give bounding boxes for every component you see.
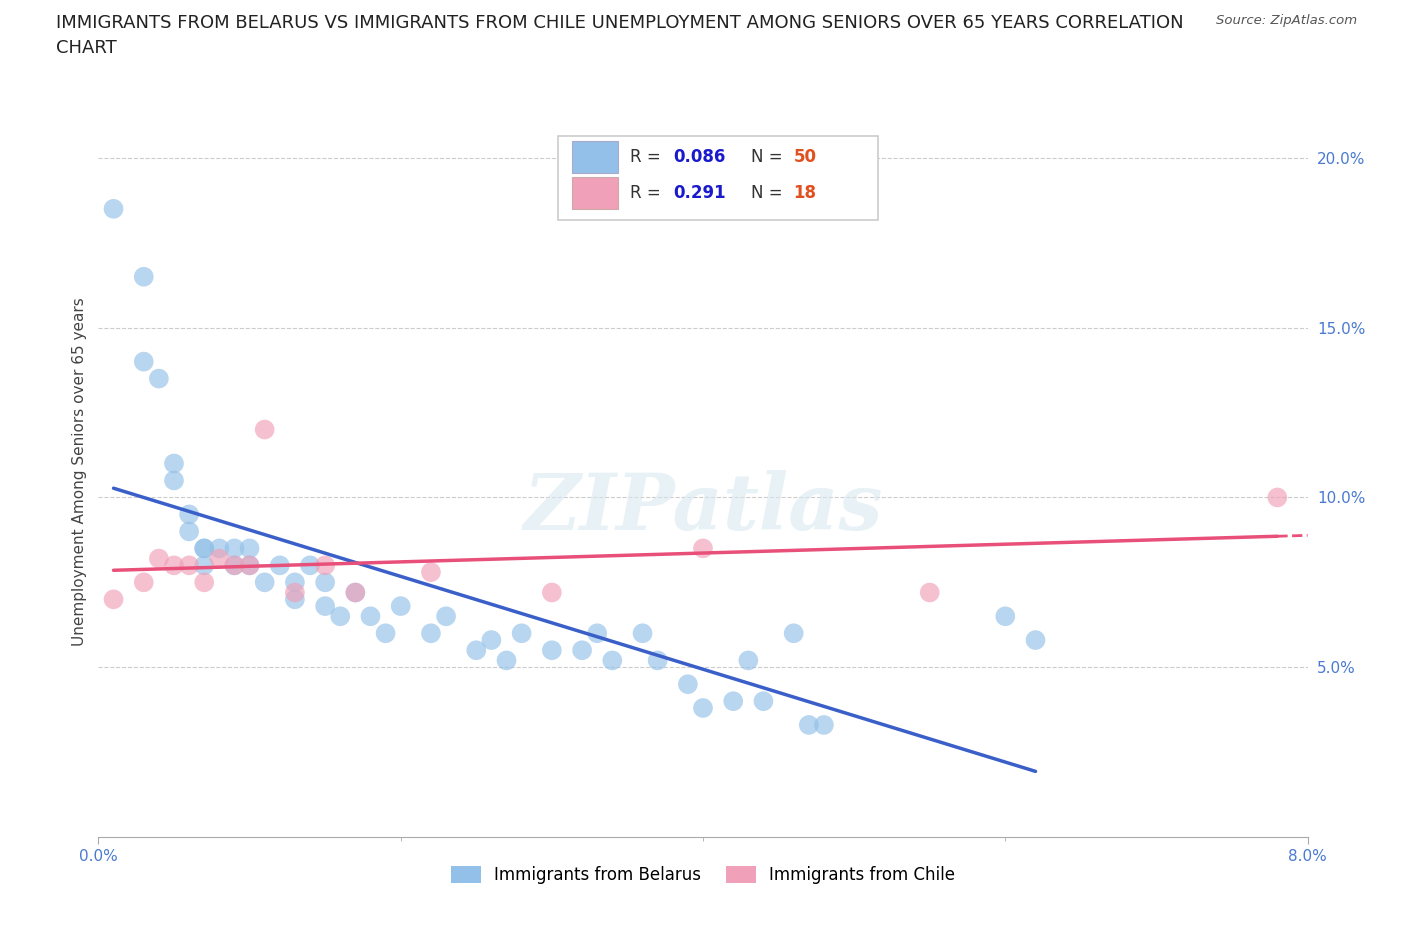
Point xyxy=(631,626,654,641)
Point xyxy=(284,585,307,600)
Point xyxy=(284,591,307,606)
Point xyxy=(540,643,562,658)
Point xyxy=(179,524,201,538)
Point xyxy=(193,541,215,556)
Text: R =: R = xyxy=(630,184,666,202)
Text: IMMIGRANTS FROM BELARUS VS IMMIGRANTS FROM CHILE UNEMPLOYMENT AMONG SENIORS OVER: IMMIGRANTS FROM BELARUS VS IMMIGRANTS FR… xyxy=(56,14,1184,32)
Point xyxy=(752,694,775,709)
Point xyxy=(253,422,276,437)
Point xyxy=(434,609,457,624)
Text: N =: N = xyxy=(751,148,789,166)
Point xyxy=(193,541,215,556)
Text: 0.291: 0.291 xyxy=(672,184,725,202)
Point xyxy=(465,643,488,658)
Point xyxy=(163,558,186,573)
Point xyxy=(510,626,533,641)
Point xyxy=(344,585,367,600)
Y-axis label: Unemployment Among Seniors over 65 years: Unemployment Among Seniors over 65 years xyxy=(72,298,87,646)
Point xyxy=(344,585,367,600)
Point xyxy=(314,599,336,614)
Point xyxy=(495,653,517,668)
Point xyxy=(374,626,396,641)
Point xyxy=(737,653,759,668)
Point xyxy=(360,609,382,624)
Point xyxy=(253,575,276,590)
Text: ZIPatlas: ZIPatlas xyxy=(523,471,883,547)
Point xyxy=(314,558,336,573)
Legend: Immigrants from Belarus, Immigrants from Chile: Immigrants from Belarus, Immigrants from… xyxy=(444,859,962,891)
Text: CHART: CHART xyxy=(56,39,117,57)
Point xyxy=(224,558,246,573)
Text: R =: R = xyxy=(630,148,666,166)
Point xyxy=(692,700,714,715)
Point xyxy=(540,585,562,600)
Point xyxy=(918,585,941,600)
Text: Source: ZipAtlas.com: Source: ZipAtlas.com xyxy=(1216,14,1357,27)
Point xyxy=(224,558,246,573)
Point xyxy=(148,551,170,566)
Point xyxy=(163,473,186,488)
Point xyxy=(224,541,246,556)
Point xyxy=(571,643,593,658)
Point xyxy=(586,626,609,641)
Point xyxy=(420,565,443,579)
Point xyxy=(269,558,291,573)
Point xyxy=(647,653,669,668)
Point xyxy=(389,599,412,614)
Point xyxy=(676,677,699,692)
Point xyxy=(132,575,155,590)
Point xyxy=(103,591,125,606)
Point xyxy=(692,541,714,556)
Point xyxy=(148,371,170,386)
Text: 50: 50 xyxy=(793,148,817,166)
Point xyxy=(797,718,820,733)
Point xyxy=(783,626,806,641)
Point xyxy=(132,270,155,285)
Point xyxy=(193,558,215,573)
Point xyxy=(132,354,155,369)
FancyBboxPatch shape xyxy=(558,136,879,220)
Point xyxy=(481,632,503,647)
Point xyxy=(723,694,745,709)
Point xyxy=(103,202,125,217)
Point xyxy=(329,609,352,624)
Text: 0.086: 0.086 xyxy=(672,148,725,166)
Point xyxy=(299,558,322,573)
Point xyxy=(193,575,215,590)
Point xyxy=(239,558,262,573)
Point xyxy=(994,609,1017,624)
Point xyxy=(602,653,624,668)
Point xyxy=(1267,490,1289,505)
Point xyxy=(284,575,307,590)
Text: N =: N = xyxy=(751,184,789,202)
Point xyxy=(813,718,835,733)
Point xyxy=(1025,632,1047,647)
Point xyxy=(208,551,231,566)
Point xyxy=(239,541,262,556)
Point xyxy=(163,456,186,471)
Point xyxy=(314,575,336,590)
Point xyxy=(208,541,231,556)
Point xyxy=(420,626,443,641)
Bar xyxy=(572,177,619,209)
Bar xyxy=(572,140,619,173)
Point xyxy=(179,507,201,522)
Point xyxy=(239,558,262,573)
Text: 18: 18 xyxy=(793,184,817,202)
Point xyxy=(179,558,201,573)
